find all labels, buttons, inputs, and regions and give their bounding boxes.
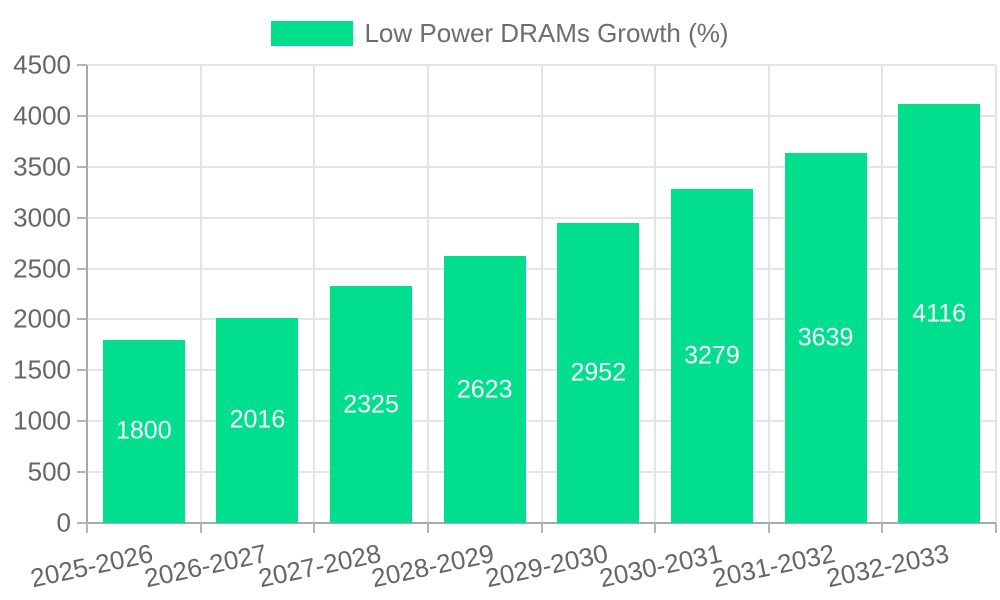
y-tick-mark	[77, 471, 87, 474]
bar[interactable]: 3639	[784, 152, 867, 523]
x-tick-mark	[767, 523, 770, 533]
x-axis-tick-label: 2028-2029	[369, 538, 497, 594]
x-axis-tick-label: 2025-2026	[28, 538, 157, 594]
x-tick-mark	[881, 523, 884, 533]
y-tick-mark	[77, 420, 87, 423]
bar-value-label: 2952	[570, 358, 627, 387]
x-gridline	[995, 65, 997, 523]
y-tick-mark	[77, 64, 87, 66]
x-tick-mark	[540, 523, 543, 533]
x-tick-mark	[995, 523, 997, 533]
x-axis-tick-label: 2029-2030	[482, 538, 611, 594]
bar-value-label: 2623	[456, 375, 513, 403]
y-axis-tick-label: 2500	[13, 253, 71, 284]
x-gridline	[313, 65, 316, 523]
y-tick-mark	[77, 318, 87, 321]
x-tick-mark	[426, 523, 429, 533]
x-gridline	[881, 65, 884, 523]
x-gridline	[199, 65, 202, 523]
y-axis-tick-label: 1000	[13, 405, 71, 436]
y-tick-mark	[77, 267, 87, 270]
x-gridline	[654, 65, 657, 523]
bar[interactable]: 1800	[102, 339, 185, 523]
bar[interactable]: 2952	[557, 222, 640, 523]
x-axis-tick-label: 2027-2028	[255, 538, 384, 594]
bar-value-label: 3639	[797, 323, 854, 352]
legend-label: Low Power DRAMs Growth (%)	[364, 18, 729, 48]
bar[interactable]: 2016	[216, 317, 299, 523]
x-axis-tick-label: 2030-2031	[596, 538, 725, 594]
bar-value-label: 1800	[116, 416, 172, 445]
x-tick-mark	[86, 523, 88, 533]
bar[interactable]: 2623	[443, 256, 526, 523]
y-tick-mark	[77, 216, 87, 219]
x-axis-tick-label: 2032-2033	[823, 538, 952, 594]
y-tick-mark	[77, 165, 87, 168]
x-axis-tick-label: 2026-2027	[141, 538, 270, 594]
y-tick-mark	[77, 522, 87, 524]
y-axis-tick-label: 3000	[13, 202, 71, 233]
bar[interactable]: 2325	[330, 286, 413, 523]
y-axis-tick-label: 4500	[13, 49, 71, 80]
x-tick-mark	[654, 523, 657, 533]
legend: Low Power DRAMs Growth (%)	[0, 18, 1000, 49]
x-tick-mark	[199, 523, 202, 533]
bar-value-label: 2325	[343, 390, 399, 419]
x-gridline	[767, 65, 770, 523]
y-tick-mark	[77, 114, 87, 117]
legend-swatch-icon	[271, 21, 354, 46]
x-axis-tick-label: 2031-2032	[709, 538, 838, 594]
y-axis-line	[86, 65, 88, 523]
bar-value-label: 4116	[912, 299, 967, 328]
legend-item[interactable]: Low Power DRAMs Growth (%)	[271, 18, 729, 49]
y-axis-tick-label: 1500	[13, 354, 71, 385]
y-axis-tick-label: 4000	[13, 100, 71, 131]
y-axis-tick-label: 2000	[13, 303, 71, 334]
y-axis-tick-label: 3500	[13, 151, 71, 182]
bar-value-label: 3279	[684, 341, 740, 370]
x-tick-mark	[313, 523, 316, 533]
bar[interactable]: 4116	[898, 104, 981, 523]
bar[interactable]: 3279	[670, 189, 753, 523]
x-gridline	[540, 65, 543, 523]
y-axis-tick-label: 0	[56, 507, 71, 538]
y-axis-tick-label: 500	[27, 456, 71, 487]
y-tick-mark	[77, 369, 87, 372]
bar-value-label: 2016	[229, 405, 286, 434]
x-gridline	[426, 65, 429, 523]
